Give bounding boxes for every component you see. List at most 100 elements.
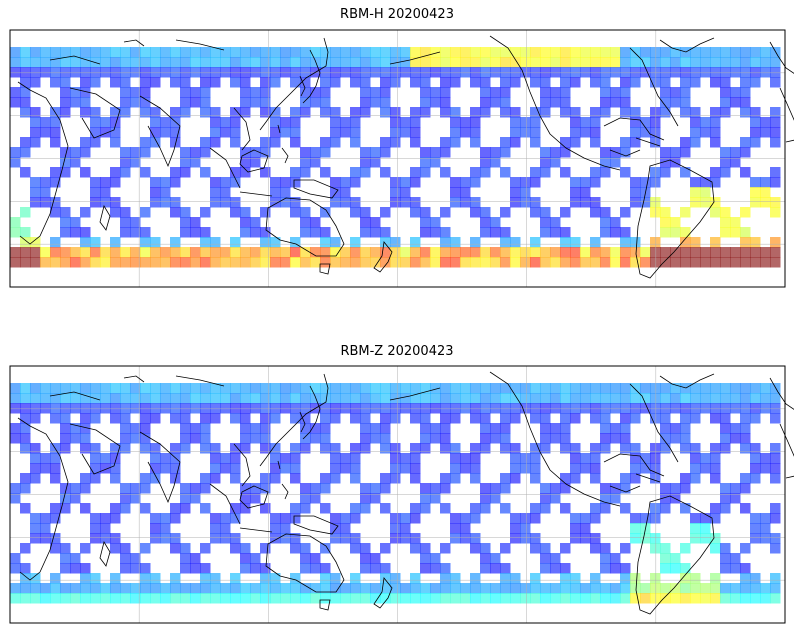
swath-cell	[410, 513, 421, 524]
swath-cell	[110, 167, 121, 178]
swath-cell	[80, 393, 91, 404]
swath-cell	[70, 257, 81, 268]
swath-cell	[500, 443, 511, 454]
swath-cell	[120, 413, 131, 424]
swath-cell	[550, 583, 561, 594]
swath-cell	[340, 523, 351, 534]
swath-cell	[180, 543, 191, 554]
swath-cell	[110, 77, 121, 88]
swath-cell	[770, 533, 781, 544]
swath-cell	[690, 257, 701, 268]
swath-cell	[290, 137, 301, 148]
swath-cell	[660, 423, 671, 434]
swath-cell	[90, 473, 101, 484]
swath-cell	[770, 207, 781, 218]
coastline-path	[635, 159, 715, 279]
swath-cell	[180, 87, 191, 98]
swath-cell	[370, 147, 381, 158]
swath-cell	[430, 247, 441, 258]
swath-cell	[740, 97, 751, 108]
swath-cell	[600, 67, 611, 78]
swath-cell	[450, 453, 461, 464]
swath-cell	[270, 403, 281, 414]
swath-cell	[240, 583, 251, 594]
swath-cell	[450, 197, 461, 208]
swath-cell	[720, 167, 731, 178]
swath-cell	[540, 157, 551, 168]
coastline-path	[785, 139, 794, 143]
swath-cell	[450, 187, 461, 198]
swath-cell	[740, 423, 751, 434]
swath-cell	[630, 513, 641, 524]
swath-cell	[720, 207, 731, 218]
swath-cell	[530, 453, 541, 464]
coastline-path	[265, 197, 345, 257]
swath-cell	[480, 583, 491, 594]
swath-cell	[190, 147, 201, 158]
swath-cell	[610, 227, 621, 238]
swath-cell	[450, 533, 461, 544]
swath-cell	[510, 583, 521, 594]
swath-cell	[350, 463, 361, 474]
swath-cell	[390, 523, 401, 534]
coastline-path	[319, 263, 331, 275]
swath-cell	[380, 207, 391, 218]
swath-cell	[570, 403, 581, 414]
swath-cell	[490, 247, 501, 258]
swath-cell	[270, 257, 281, 268]
swath-cell	[330, 533, 341, 544]
swath-cell	[360, 503, 371, 514]
swath-cell	[250, 217, 261, 228]
swath-cell	[430, 67, 441, 78]
swath-cell	[20, 257, 31, 268]
swath-cell	[720, 147, 731, 158]
swath-cell	[500, 167, 511, 178]
swath-cell	[480, 383, 491, 394]
swath-cell	[720, 383, 731, 394]
swath-cell	[250, 147, 261, 158]
swath-cell	[560, 473, 571, 484]
swath-cell	[190, 393, 201, 404]
swath-cell	[600, 77, 611, 88]
swath-cell	[660, 543, 671, 554]
swath-cell	[510, 137, 521, 148]
swath-cell	[90, 67, 101, 78]
swath-cell	[420, 67, 431, 78]
swath-cell	[590, 533, 601, 544]
swath-cell	[150, 77, 161, 88]
swath-cell	[20, 473, 31, 484]
swath-cell	[590, 463, 601, 474]
swath-cell	[170, 67, 181, 78]
swath-cell	[170, 413, 181, 424]
swath-cell	[260, 97, 271, 108]
swath-cell	[20, 137, 31, 148]
swath-cell	[80, 563, 91, 574]
swath-cell	[350, 167, 361, 178]
coastline-path	[779, 87, 794, 121]
swath-cell	[150, 573, 161, 584]
swath-cell	[550, 97, 561, 108]
swath-cell	[470, 107, 481, 118]
swath-cell	[770, 413, 781, 424]
swath-cell	[530, 393, 541, 404]
swath-cell	[680, 77, 691, 88]
swath-cell	[400, 177, 411, 188]
coastline-path	[779, 423, 794, 457]
swath-cell	[130, 57, 141, 68]
swath-cell	[430, 493, 441, 504]
swath-cell	[550, 47, 561, 58]
swath-cell	[420, 483, 431, 494]
swath-cell	[510, 383, 521, 394]
swath-cell	[500, 383, 511, 394]
swath-cell	[390, 187, 401, 198]
swath-cell	[510, 127, 521, 138]
swath-cell	[90, 573, 101, 584]
swath-cell	[180, 403, 191, 414]
swath-cell	[680, 403, 691, 414]
swath-cell	[600, 483, 611, 494]
swath-cell	[600, 433, 611, 444]
swath-cell	[700, 57, 711, 68]
swath-cell	[60, 433, 71, 444]
swath-cell	[130, 593, 141, 604]
swath-cell	[90, 187, 101, 198]
